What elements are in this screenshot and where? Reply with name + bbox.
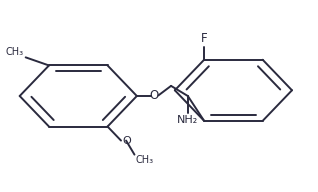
Text: O: O [123, 136, 131, 146]
Text: CH₃: CH₃ [135, 155, 154, 165]
Text: F: F [201, 32, 207, 46]
Text: CH₃: CH₃ [6, 47, 24, 57]
Text: O: O [150, 89, 159, 102]
Text: NH₂: NH₂ [177, 115, 198, 125]
